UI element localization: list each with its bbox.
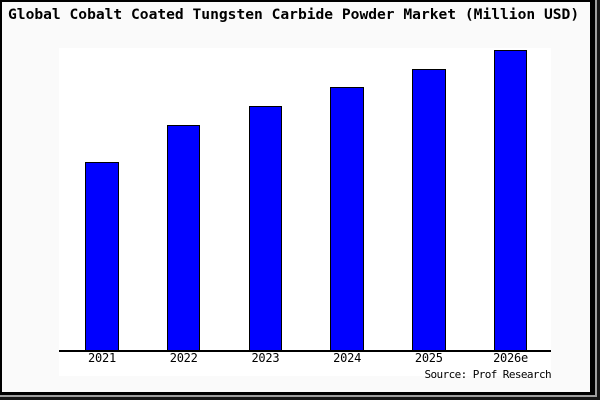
bar-2025 bbox=[412, 68, 446, 350]
x-tick-label-2022: 2022 bbox=[169, 350, 198, 365]
frame-shadow-right-gray bbox=[595, 0, 597, 397]
bar-2023 bbox=[248, 106, 283, 350]
x-tick-label-2021: 2021 bbox=[88, 350, 116, 365]
x-tick-label-2024: 2024 bbox=[333, 350, 362, 365]
bar-2026e bbox=[493, 50, 528, 350]
source-credit: Source: Prof Research bbox=[424, 367, 552, 381]
bar-2022 bbox=[166, 125, 201, 350]
x-axis-line bbox=[59, 350, 551, 352]
frame-shadow-bottom-dark bbox=[0, 397, 600, 400]
bar-2024 bbox=[330, 86, 364, 350]
x-tick-label-2025: 2025 bbox=[414, 350, 443, 365]
frame-shadow-bottom-gray bbox=[0, 395, 597, 397]
plot-area bbox=[59, 48, 551, 376]
x-tick-label-2026e: 2026e bbox=[493, 350, 528, 365]
chart-title: Global Cobalt Coated Tungsten Carbide Po… bbox=[8, 6, 580, 23]
x-tick-label-2023: 2023 bbox=[251, 350, 280, 365]
bar-2021 bbox=[85, 161, 119, 350]
frame-shadow-right-dark bbox=[597, 0, 600, 400]
